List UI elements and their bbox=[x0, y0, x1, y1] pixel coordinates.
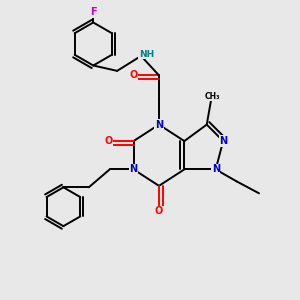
Text: O: O bbox=[155, 206, 163, 216]
Text: F: F bbox=[90, 7, 97, 17]
Text: O: O bbox=[104, 136, 112, 146]
Text: NH: NH bbox=[139, 50, 154, 59]
Text: N: N bbox=[155, 120, 163, 130]
Text: N: N bbox=[130, 164, 138, 174]
Text: N: N bbox=[212, 164, 220, 174]
Text: N: N bbox=[219, 136, 227, 146]
Text: CH₃: CH₃ bbox=[205, 92, 220, 101]
Text: O: O bbox=[130, 70, 138, 80]
